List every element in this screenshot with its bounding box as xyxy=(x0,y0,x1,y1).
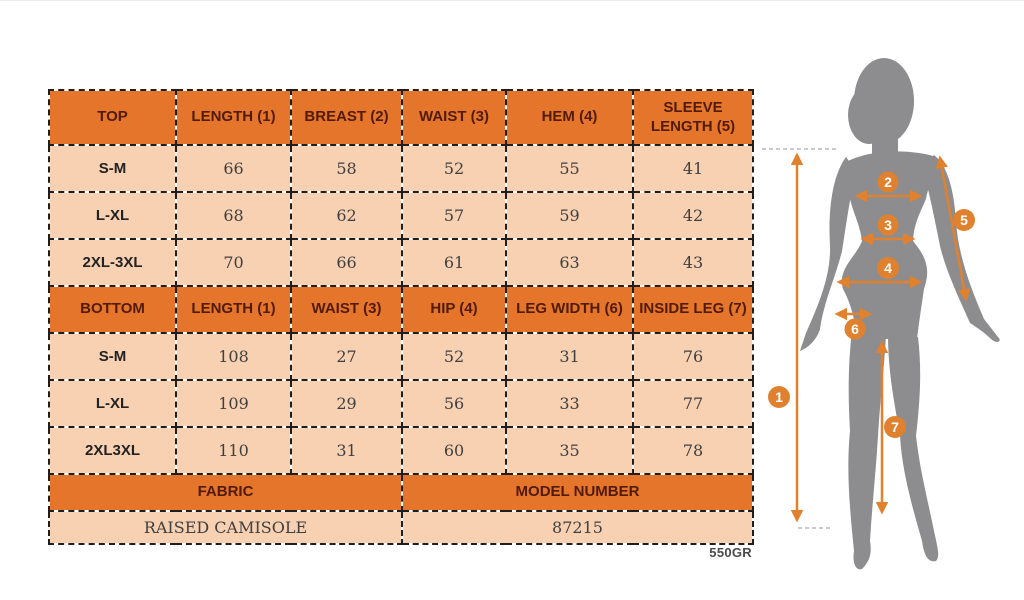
model-number-value-cell: 87215 xyxy=(401,510,754,545)
measurement-cell: 52 xyxy=(401,332,507,381)
marker-number: 7 xyxy=(891,419,899,435)
marker-number: 4 xyxy=(884,260,892,276)
marker-number: 1 xyxy=(775,389,783,405)
bottom-header-cell: LENGTH (1) xyxy=(175,285,292,334)
measurement-marker-5: 5 xyxy=(953,209,975,231)
measurement-cell: 66 xyxy=(175,144,292,193)
measurement-cell: 52 xyxy=(401,144,507,193)
silhouette-left-arm xyxy=(800,157,856,351)
measurement-cell: 41 xyxy=(632,144,754,193)
weight-code-label: 550GR xyxy=(709,545,752,560)
size-label-cell: S-M xyxy=(48,332,177,381)
fabric-header-cell: FABRIC xyxy=(48,473,403,512)
top-header-cell: TOP xyxy=(48,89,177,146)
silhouette-left-leg xyxy=(848,331,886,570)
top-header-row: TOP LENGTH (1) BREAST (2) WAIST (3) HEM … xyxy=(48,89,754,146)
bottom-header-cell: HIP (4) xyxy=(401,285,507,334)
measurement-marker-3: 3 xyxy=(877,214,899,236)
top-header-cell: WAIST (3) xyxy=(401,89,507,146)
bottom-size-row: 2XL3XL 110 31 60 35 78 xyxy=(48,426,754,475)
marker-number: 6 xyxy=(851,321,859,337)
model-number-header-cell: MODEL NUMBER xyxy=(401,473,754,512)
measurement-cell: 78 xyxy=(632,426,754,475)
info-value-row: RAISED CAMISOLE 87215 xyxy=(48,510,754,545)
bottom-size-row: L-XL 109 29 56 33 77 xyxy=(48,379,754,428)
top-header-cell: LENGTH (1) xyxy=(175,89,292,146)
marker-number: 3 xyxy=(884,217,892,233)
silhouette-right-arm xyxy=(922,155,1000,342)
measurement-cell: 42 xyxy=(632,191,754,240)
measurement-cell: 58 xyxy=(290,144,403,193)
size-label-cell: S-M xyxy=(48,144,177,193)
bottom-header-cell: BOTTOM xyxy=(48,285,177,334)
size-label-cell: L-XL xyxy=(48,191,177,240)
measurement-cell: 27 xyxy=(290,332,403,381)
measurement-markers: 1 2 3 4 5 6 7 xyxy=(768,171,975,438)
measurement-cell: 57 xyxy=(401,191,507,240)
measurement-cell: 61 xyxy=(401,238,507,287)
fabric-value-cell: RAISED CAMISOLE xyxy=(48,510,403,545)
measurement-cell: 68 xyxy=(175,191,292,240)
measurement-marker-1: 1 xyxy=(768,386,790,408)
top-header-cell: HEM (4) xyxy=(505,89,634,146)
bottom-header-cell: LEG WIDTH (6) xyxy=(505,285,634,334)
bottom-header-row: BOTTOM LENGTH (1) WAIST (3) HIP (4) LEG … xyxy=(48,285,754,334)
bottom-header-cell: WAIST (3) xyxy=(290,285,403,334)
bottom-header-cell: INSIDE LEG (7) xyxy=(632,285,754,334)
top-size-row: 2XL-3XL 70 66 61 63 43 xyxy=(48,238,754,287)
size-label-cell: 2XL-3XL xyxy=(48,238,177,287)
size-label-cell: 2XL3XL xyxy=(48,426,177,475)
size-chart-table: TOP LENGTH (1) BREAST (2) WAIST (3) HEM … xyxy=(48,89,754,545)
measurement-marker-7: 7 xyxy=(884,416,906,438)
size-label-cell: L-XL xyxy=(48,379,177,428)
top-size-row: L-XL 68 62 57 59 42 xyxy=(48,191,754,240)
bottom-size-row: S-M 108 27 52 31 76 xyxy=(48,332,754,381)
measurement-cell: 62 xyxy=(290,191,403,240)
measurement-cell: 29 xyxy=(290,379,403,428)
measurement-cell: 31 xyxy=(505,332,634,381)
measurement-arrows xyxy=(790,152,971,523)
top-header-cell: BREAST (2) xyxy=(290,89,403,146)
measurement-marker-6: 6 xyxy=(844,318,866,340)
silhouette-right-leg xyxy=(888,335,939,562)
top-size-row: S-M 66 58 52 55 41 xyxy=(48,144,754,193)
measurement-cell: 31 xyxy=(290,426,403,475)
measurement-marker-2: 2 xyxy=(877,171,899,193)
female-silhouette xyxy=(800,58,1000,570)
measurement-marker-4: 4 xyxy=(877,257,899,279)
measurement-cell: 63 xyxy=(505,238,634,287)
measurement-cell: 109 xyxy=(175,379,292,428)
measurement-cell: 33 xyxy=(505,379,634,428)
measurement-cell: 60 xyxy=(401,426,507,475)
marker-number: 2 xyxy=(884,174,892,190)
measurement-cell: 55 xyxy=(505,144,634,193)
sleeve-arrow-5 xyxy=(935,155,971,302)
measurement-cell: 108 xyxy=(175,332,292,381)
top-header-cell: SLEEVE LENGTH (5) xyxy=(632,89,754,146)
measurement-cell: 56 xyxy=(401,379,507,428)
measurement-cell: 35 xyxy=(505,426,634,475)
measurement-cell: 43 xyxy=(632,238,754,287)
guide-lines xyxy=(762,148,837,529)
measurement-cell: 77 xyxy=(632,379,754,428)
measurement-cell: 59 xyxy=(505,191,634,240)
measurement-cell: 66 xyxy=(290,238,403,287)
marker-number: 5 xyxy=(960,212,968,228)
measurement-cell: 70 xyxy=(175,238,292,287)
info-header-row: FABRIC MODEL NUMBER xyxy=(48,473,754,512)
measurement-cell: 76 xyxy=(632,332,754,381)
measurement-cell: 110 xyxy=(175,426,292,475)
